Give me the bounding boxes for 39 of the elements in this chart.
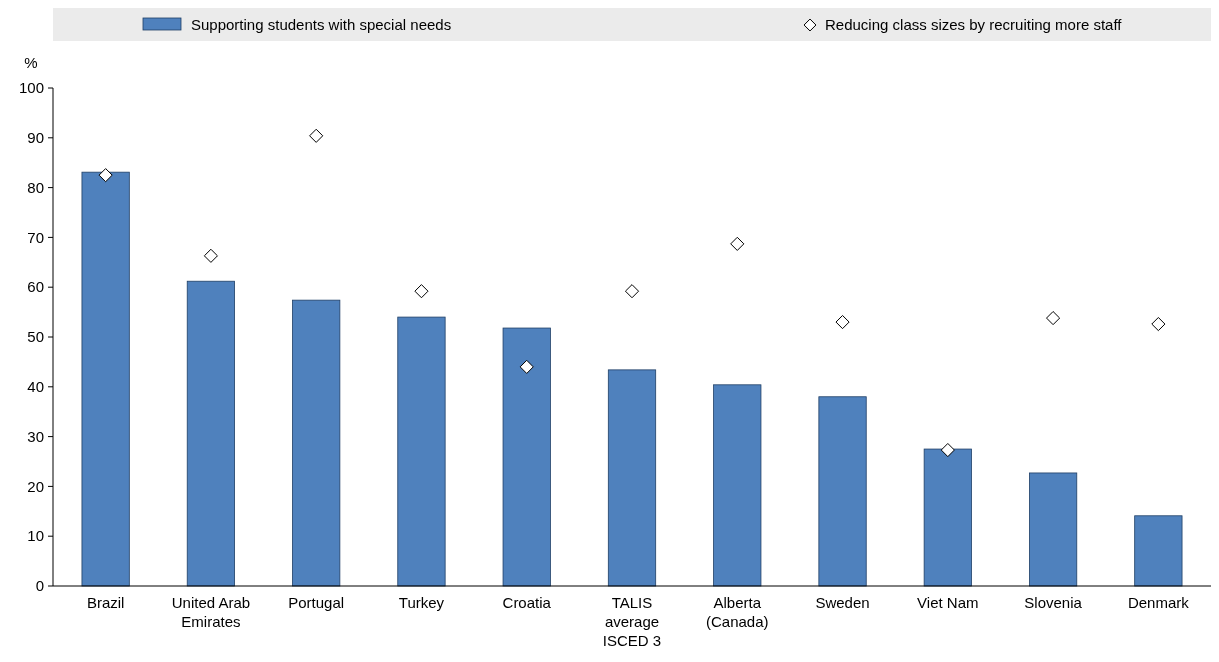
x-tick-label: United Arab Emirates xyxy=(171,594,251,630)
bar xyxy=(607,369,657,587)
x-tick-label: Croatia xyxy=(502,594,552,611)
x-tick-label: Viet Nam xyxy=(917,594,979,611)
bar xyxy=(502,327,551,587)
legend-label: Supporting students with special needs xyxy=(191,16,452,33)
y-tick-label: 40 xyxy=(27,378,44,396)
y-axis-title: % xyxy=(24,54,38,71)
x-tick-label: Slovenia xyxy=(1024,594,1083,611)
bar xyxy=(186,280,235,587)
bar xyxy=(292,299,341,587)
y-tick-label: 10 xyxy=(27,527,44,545)
bar xyxy=(81,171,130,587)
point xyxy=(98,168,113,183)
y-tick-label: 30 xyxy=(27,427,44,445)
y-tick-label: 50 xyxy=(27,328,44,346)
y-tick-label: 80 xyxy=(27,178,44,196)
x-tick-label: Turkey xyxy=(398,594,445,611)
legend-label: Reducing class sizes by recruiting more staff xyxy=(825,16,1123,33)
x-tick-label: Alberta (Canada) xyxy=(706,594,769,630)
y-tick-label: 70 xyxy=(27,228,44,246)
x-tick-label: Portugal xyxy=(288,594,345,611)
bar xyxy=(1029,472,1078,587)
bar xyxy=(713,384,762,587)
y-tick-label: 90 xyxy=(27,129,44,147)
x-tick-label: TALIS average ISCED 3 xyxy=(602,594,662,649)
y-tick-label: 60 xyxy=(27,278,44,296)
point xyxy=(519,359,534,374)
bar xyxy=(923,448,972,587)
x-tick-label: Denmark xyxy=(1127,594,1190,611)
point xyxy=(940,442,955,458)
x-tick-label: Brazil xyxy=(86,594,125,611)
y-tick-label: 100 xyxy=(18,79,44,97)
bar xyxy=(818,396,867,587)
y-tick-label: 0 xyxy=(35,577,44,595)
bar xyxy=(397,316,446,587)
x-tick-label: Sweden xyxy=(815,594,870,611)
bar xyxy=(1134,515,1183,587)
y-tick-label: 20 xyxy=(27,477,44,495)
